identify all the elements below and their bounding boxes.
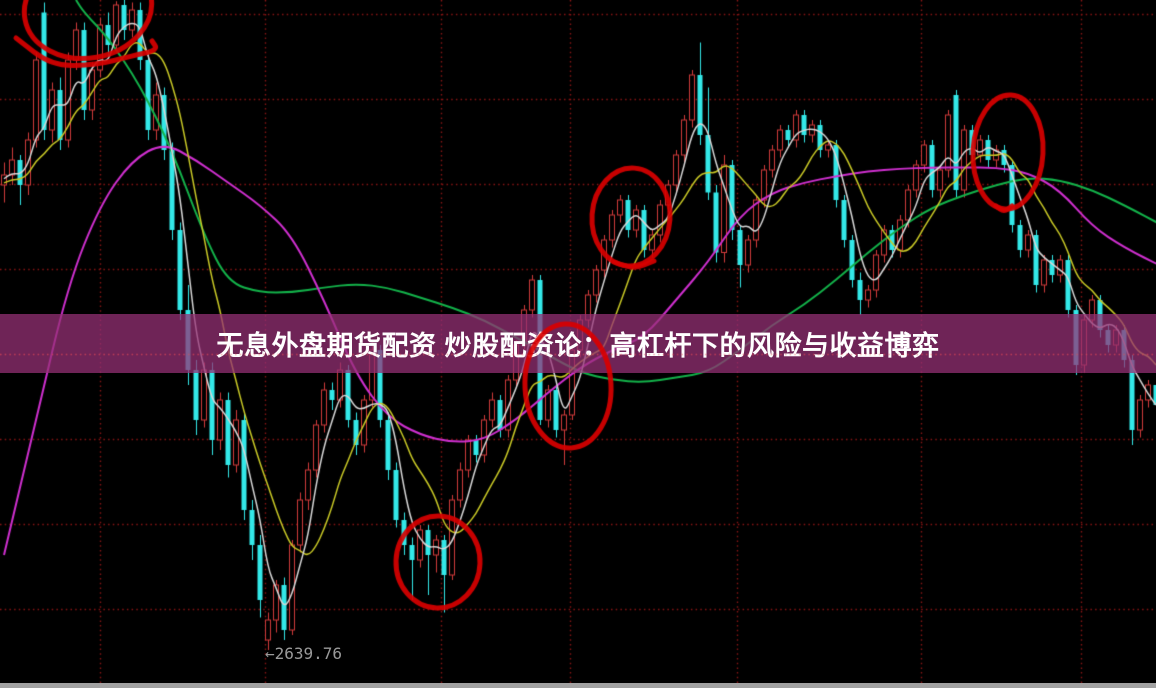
- low-price-annotation: ←2639.76: [265, 644, 343, 663]
- bottom-scrollbar[interactable]: [0, 683, 1156, 688]
